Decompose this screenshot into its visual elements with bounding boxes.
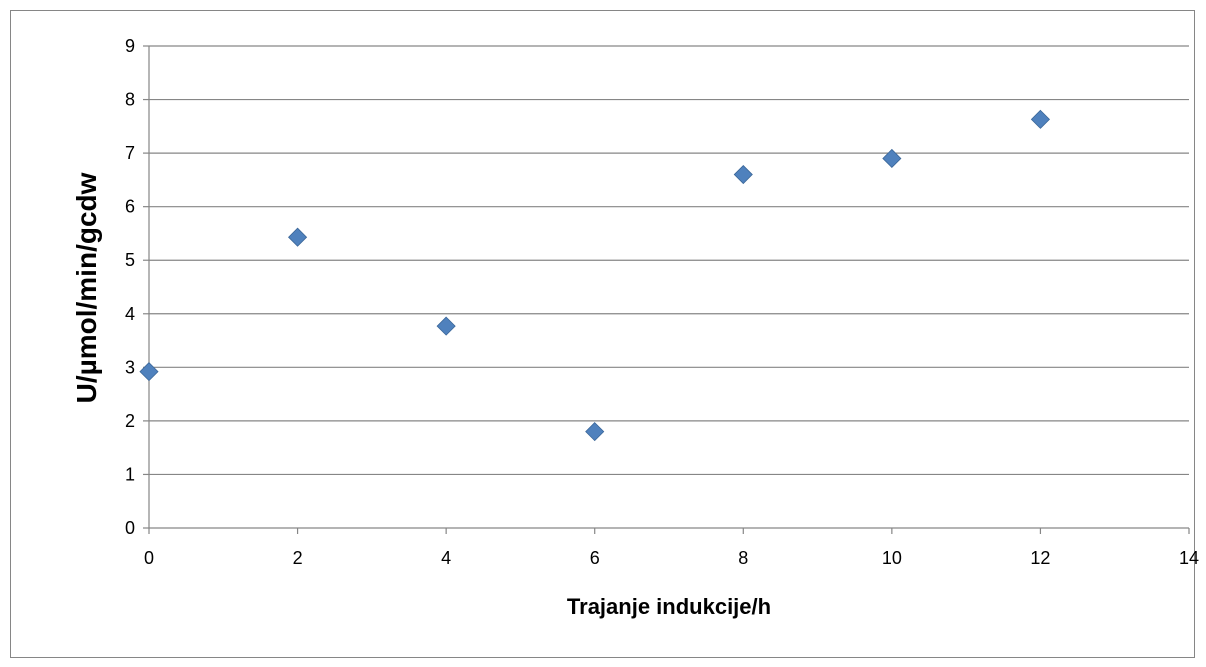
x-axis-title: Trajanje indukcije/h <box>567 594 771 619</box>
data-point <box>882 148 902 169</box>
y-tick-label: 7 <box>125 143 135 163</box>
y-axis-title: U/µmol/min/gcdw <box>71 172 102 403</box>
y-tick-label: 2 <box>125 411 135 431</box>
y-tick-label: 1 <box>125 464 135 484</box>
y-tick-label: 3 <box>125 357 135 377</box>
data-point <box>436 316 456 336</box>
x-tick-label: 8 <box>738 548 748 568</box>
y-tick-label: 6 <box>125 197 135 217</box>
x-tick-label: 12 <box>1030 548 1050 568</box>
y-tick-label: 9 <box>125 36 135 56</box>
data-point <box>288 227 308 247</box>
y-tick-labels: 0 1 2 3 4 5 6 7 8 9 <box>125 36 135 538</box>
y-tick-label: 8 <box>125 90 135 110</box>
y-tick-label: 4 <box>125 304 135 324</box>
x-tick-label: 6 <box>590 548 600 568</box>
data-points <box>139 109 1050 442</box>
x-tick-label: 2 <box>293 548 303 568</box>
x-tick-label: 10 <box>882 548 902 568</box>
data-point <box>733 164 753 185</box>
x-tick-label: 0 <box>144 548 154 568</box>
x-tick-label: 14 <box>1179 548 1199 568</box>
data-point <box>1030 109 1050 129</box>
data-point <box>585 422 605 442</box>
y-tick-label: 5 <box>125 250 135 270</box>
chart-frame <box>10 10 1195 658</box>
axes <box>143 45 1190 534</box>
gridlines <box>149 45 1189 476</box>
y-tick-label: 0 <box>125 518 135 538</box>
x-tick-label: 4 <box>441 548 451 568</box>
data-point <box>139 362 159 382</box>
x-tick-labels: 0 2 4 6 8 10 12 14 <box>144 548 1199 568</box>
